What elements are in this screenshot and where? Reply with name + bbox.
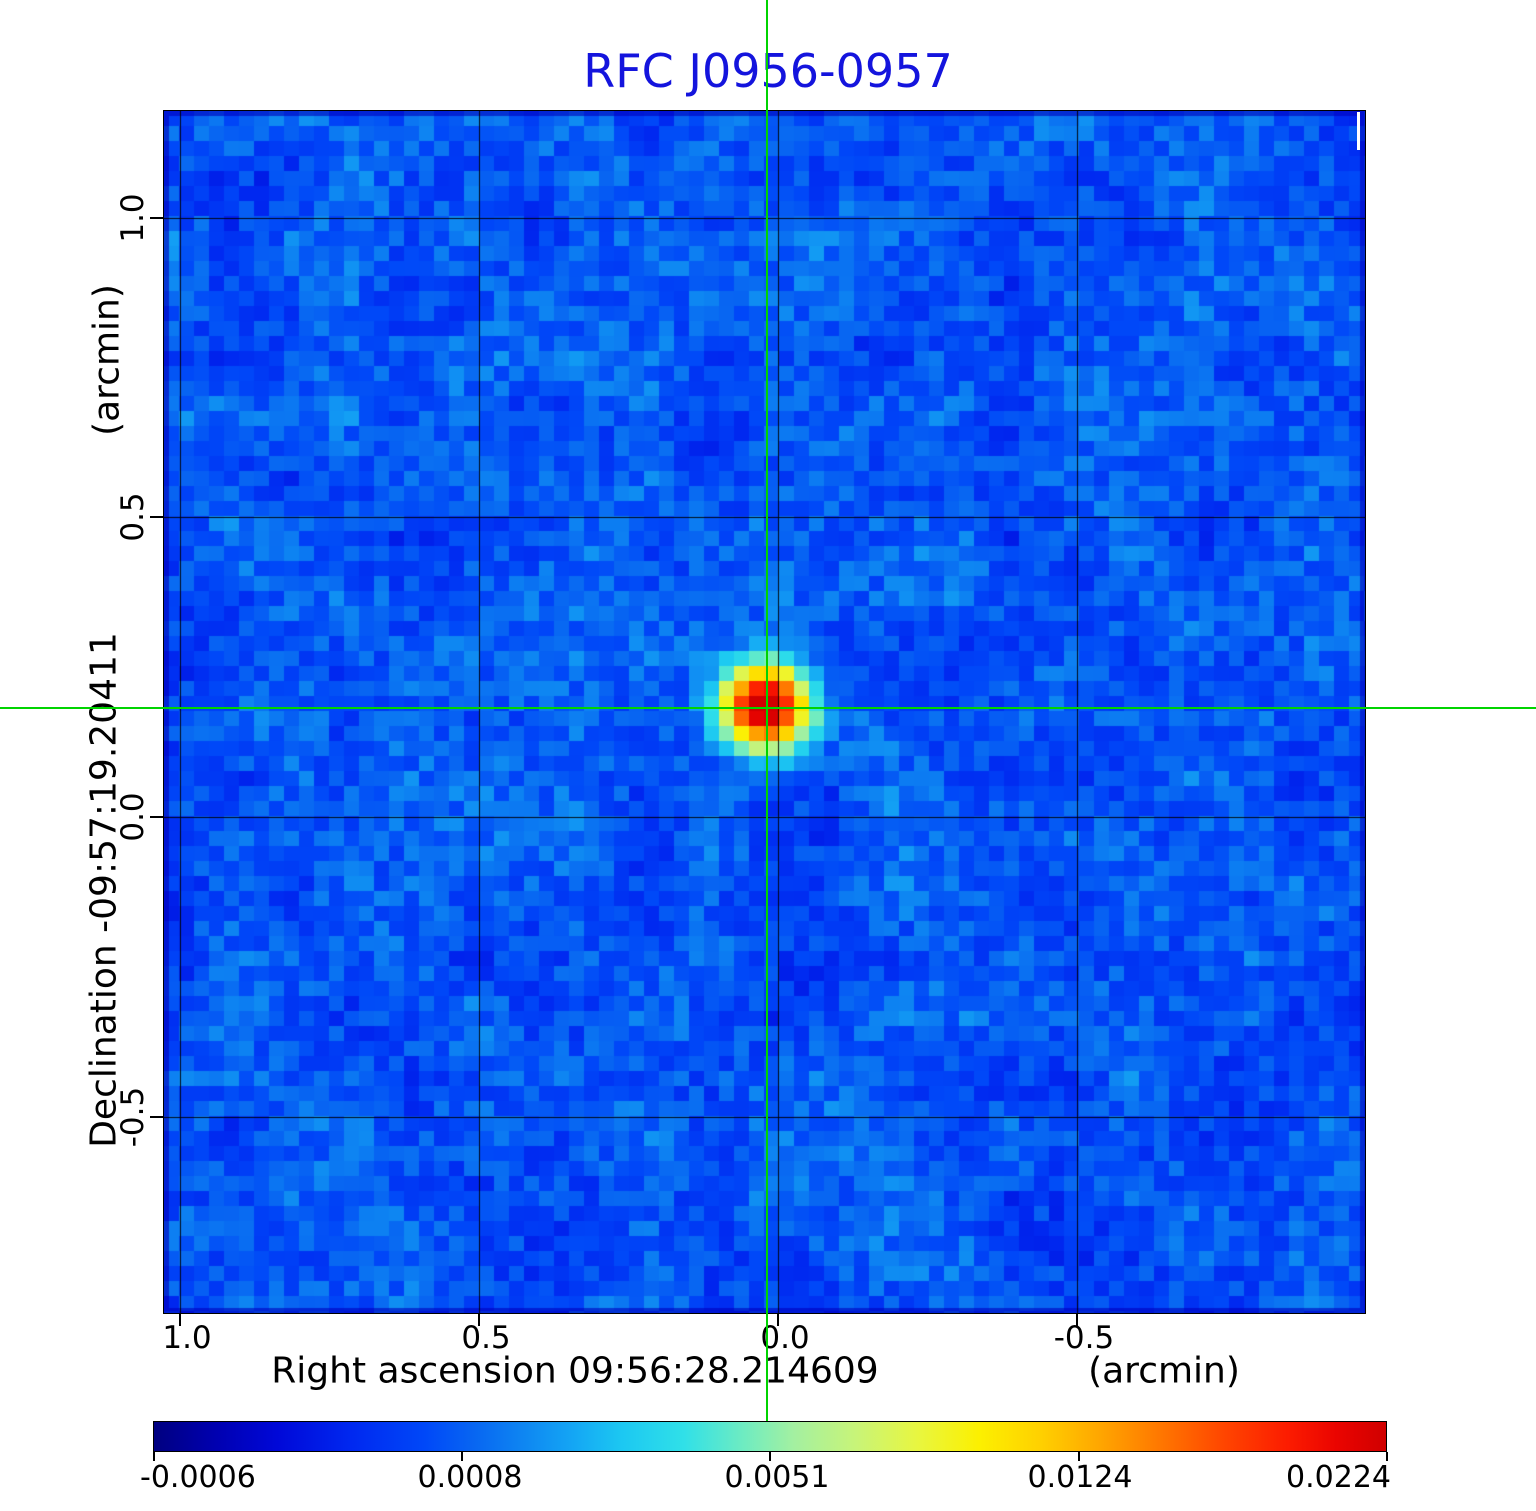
colorbar-tick-mark <box>769 1452 771 1461</box>
x-tick-label: 0.5 <box>461 1320 511 1356</box>
x-tick-mark <box>777 1314 779 1326</box>
colorbar-tick-mark <box>461 1452 463 1461</box>
x-tick-mark <box>478 1314 480 1326</box>
colorbar-tick-label: 0.0124 <box>1027 1460 1133 1495</box>
edge-artifact <box>1357 112 1360 150</box>
crosshair-vertical-line <box>766 0 768 1421</box>
colorbar-gradient <box>153 1421 1387 1452</box>
y-tick-mark <box>150 1116 163 1118</box>
colorbar-tick-mark <box>1078 1452 1080 1461</box>
colorbar-tick-mark <box>1386 1452 1388 1461</box>
y-tick-label: -0.5 <box>115 1086 151 1148</box>
y-tick-label: 0.0 <box>115 792 151 842</box>
y-tick-mark <box>150 217 163 219</box>
x-tick-label: 0.0 <box>760 1320 810 1356</box>
plot-title: RFC J0956-0957 <box>583 44 953 98</box>
colorbar-tick-label: 0.0051 <box>724 1460 830 1495</box>
radio-image-panel <box>163 110 1366 1314</box>
x-axis-unit-label: (arcmin) <box>1088 1350 1240 1392</box>
y-axis-unit-label: (arcmin) <box>86 284 128 436</box>
y-tick-label: 0.5 <box>115 492 151 542</box>
y-axis-title: Declination -09:57:19.20411 <box>83 632 125 1148</box>
crosshair-horizontal-line <box>0 707 1536 709</box>
radio-map-canvas <box>164 111 1365 1313</box>
y-tick-mark <box>150 816 163 818</box>
y-tick-label: 1.0 <box>115 193 151 243</box>
x-axis-title: Right ascension 09:56:28.214609 <box>271 1350 879 1392</box>
colorbar-tick-label: 0.0008 <box>417 1460 523 1495</box>
colorbar-tick-label: -0.0006 <box>140 1460 256 1495</box>
colorbar-tick-mark <box>153 1452 155 1461</box>
x-tick-mark <box>1076 1314 1078 1326</box>
x-tick-label: -0.5 <box>1053 1320 1115 1356</box>
colorbar-tick-label: 0.0224 <box>1286 1460 1391 1495</box>
x-tick-label: 1.0 <box>162 1320 212 1356</box>
x-tick-mark <box>179 1314 181 1326</box>
y-tick-mark <box>150 516 163 518</box>
